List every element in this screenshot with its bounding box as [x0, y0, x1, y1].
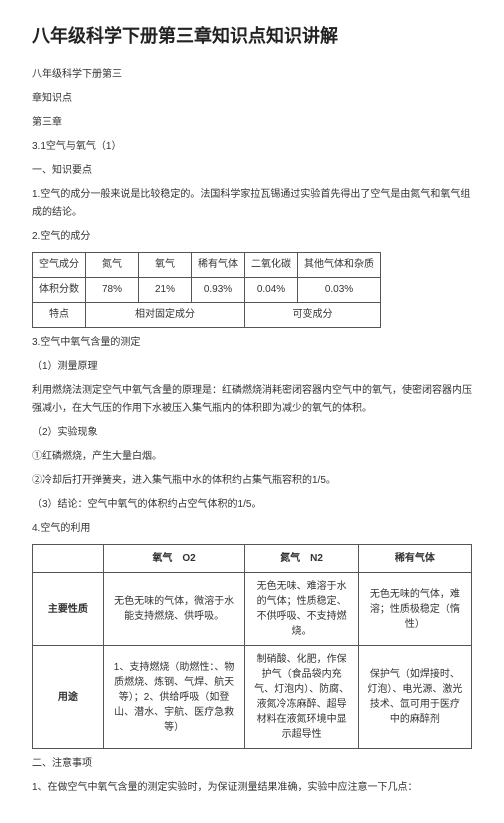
paragraph: （2）实验现象 [32, 424, 472, 442]
paragraph: 章知识点 [32, 90, 472, 108]
table-cell: 其他气体和杂质 [298, 253, 381, 278]
table-row: 氧气 O2 氮气 N2 稀有气体 [33, 545, 472, 573]
paragraph: 利用燃烧法测定空气中氧气含量的原理是：红磷燃烧消耗密闭容器内空气中的氧气，使密闭… [32, 382, 472, 418]
paragraph: ②冷却后打开弹簧夹，进入集气瓶中水的体积约占集气瓶容积的1/5。 [32, 472, 472, 490]
paragraph: 3.空气中氧气含量的测定 [32, 334, 472, 352]
table-cell: 空气成分 [33, 253, 86, 278]
paragraph: 八年级科学下册第三 [32, 66, 472, 84]
table-cell: 用途 [33, 646, 104, 749]
paragraph: 4.空气的利用 [32, 520, 472, 538]
paragraph: （1）测量原理 [32, 358, 472, 376]
paragraph: ①红磷燃烧，产生大量白烟。 [32, 448, 472, 466]
table-cell: 相对固定成分 [86, 303, 245, 328]
table-cell: 1、支持燃烧（助燃性：、物质燃烧、炼钢、气焊、航天等）；2、供给呼吸（如登山、潜… [103, 646, 245, 749]
table-cell: 稀有气体 [192, 253, 245, 278]
table-cell [33, 545, 104, 573]
table-cell: 0.03% [298, 278, 381, 303]
gas-properties-table: 氧气 O2 氮气 N2 稀有气体 主要性质 无色无味的气体，微溶于水能支持燃烧、… [32, 544, 472, 749]
table-cell: 氮气 [86, 253, 139, 278]
table-cell: 无色无味、难溶于水的气体；性质稳定、不供呼吸、不支持燃烧。 [245, 573, 358, 646]
table-cell: 氧气 [139, 253, 192, 278]
paragraph: 2.空气的成分 [32, 228, 472, 246]
paragraph: 1、在做空气中氧气含量的测定实验时，为保证测量结果准确，实验中应注意一下几点： [32, 779, 472, 797]
paragraph: 二、注意事项 [32, 755, 472, 773]
paragraph: 一、知识要点 [32, 162, 472, 180]
table-cell: 氮气 N2 [245, 545, 358, 573]
table-cell: 78% [86, 278, 139, 303]
table-row: 用途 1、支持燃烧（助燃性：、物质燃烧、炼钢、气焊、航天等）；2、供给呼吸（如登… [33, 646, 472, 749]
table-row: 主要性质 无色无味的气体，微溶于水能支持燃烧、供呼吸。 无色无味、难溶于水的气体… [33, 573, 472, 646]
table-cell: 制硝酸、化肥，作保护气（食品袋内充气、灯泡内）、防腐、液氮冷冻麻醉、超导材料在液… [245, 646, 358, 749]
paragraph: 3.1空气与氧气（1） [32, 138, 472, 156]
paragraph: 第三章 [32, 114, 472, 132]
table-cell: 可变成分 [245, 303, 381, 328]
air-composition-table: 空气成分 氮气 氧气 稀有气体 二氧化碳 其他气体和杂质 体积分数 78% 21… [32, 252, 381, 328]
paragraph: 1.空气的成分一般来说是比较稳定的。法国科学家拉瓦锡通过实验首先得出了空气是由氮… [32, 186, 472, 222]
table-cell: 无色无味的气体，微溶于水能支持燃烧、供呼吸。 [103, 573, 245, 646]
table-cell: 二氧化碳 [245, 253, 298, 278]
table-cell: 特点 [33, 303, 86, 328]
table-row: 特点 相对固定成分 可变成分 [33, 303, 381, 328]
table-cell: 稀有气体 [358, 545, 471, 573]
table-cell: 0.93% [192, 278, 245, 303]
table-row: 体积分数 78% 21% 0.93% 0.04% 0.03% [33, 278, 381, 303]
table-cell: 无色无味的气体，难溶；性质极稳定（惰性） [358, 573, 471, 646]
table-cell: 体积分数 [33, 278, 86, 303]
table-cell: 保护气（如焊接时、灯泡）、电光源、激光技术、氙可用于医疗中的麻醉剂 [358, 646, 471, 749]
table-row: 空气成分 氮气 氧气 稀有气体 二氧化碳 其他气体和杂质 [33, 253, 381, 278]
table-cell: 0.04% [245, 278, 298, 303]
page-title: 八年级科学下册第三章知识点知识讲解 [32, 20, 472, 52]
paragraph: （3）结论：空气中氧气的体积约占空气体积的1/5。 [32, 496, 472, 514]
table-cell: 21% [139, 278, 192, 303]
table-cell: 主要性质 [33, 573, 104, 646]
table-cell: 氧气 O2 [103, 545, 245, 573]
